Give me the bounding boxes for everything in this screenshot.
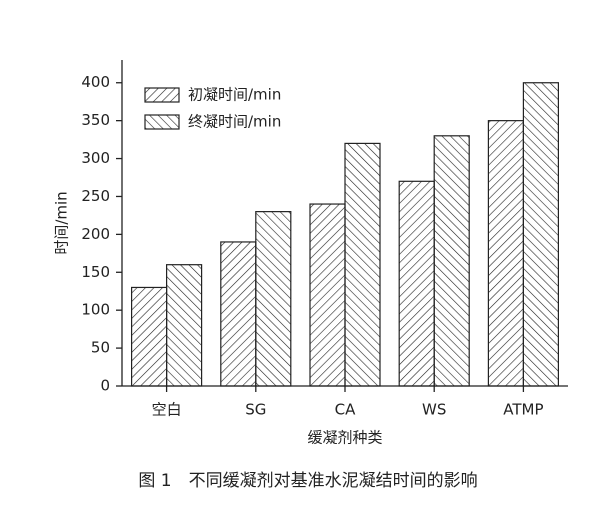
bar xyxy=(166,264,203,387)
bar xyxy=(522,82,560,387)
caption: 图 1 不同缓凝剂对基准水泥凝结时间的影响 xyxy=(138,471,477,491)
legend-label: 初凝时间/min xyxy=(188,86,281,104)
legend-swatch xyxy=(144,114,180,130)
y-tick-label: 300 xyxy=(81,149,110,167)
bar xyxy=(131,286,168,387)
y-tick-label: 0 xyxy=(100,377,110,395)
y-axis-label: 时间/min xyxy=(53,191,71,254)
y-tick-label: 150 xyxy=(81,263,110,281)
bar xyxy=(344,142,381,387)
x-tick-label: 空白 xyxy=(152,401,182,419)
legend-swatch xyxy=(144,87,180,103)
y-tick-label: 50 xyxy=(91,339,110,357)
y-tick-label: 200 xyxy=(81,225,110,243)
y-tick-label: 250 xyxy=(81,187,110,205)
x-tick-label: ATMP xyxy=(503,401,543,419)
bar xyxy=(309,203,346,387)
x-axis-label: 缓凝剂种类 xyxy=(307,429,382,447)
x-tick-label: SG xyxy=(245,401,266,419)
bar xyxy=(433,135,470,387)
bar xyxy=(220,241,257,387)
bar xyxy=(487,120,524,387)
bar xyxy=(398,180,435,387)
x-tick-label: WS xyxy=(422,401,446,419)
bar xyxy=(255,211,292,387)
x-tick-label: CA xyxy=(335,401,356,419)
legend-label: 终凝时间/min xyxy=(188,113,281,131)
y-tick-label: 350 xyxy=(81,111,110,129)
y-tick-label: 400 xyxy=(81,73,110,91)
y-tick-label: 100 xyxy=(81,301,110,319)
